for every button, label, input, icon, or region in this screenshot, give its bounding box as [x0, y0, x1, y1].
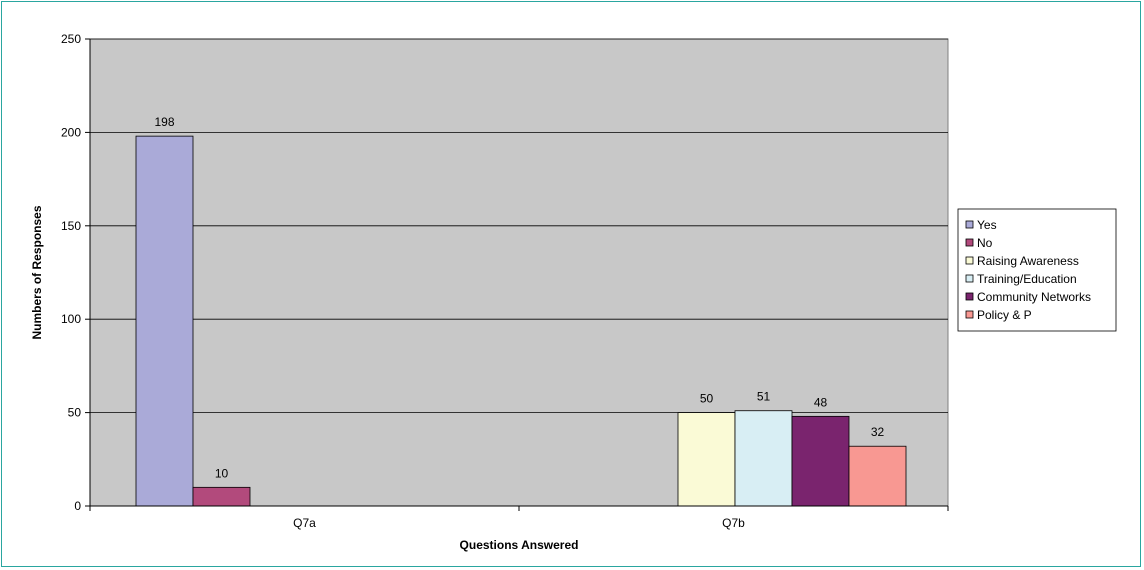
legend: Yes No Raising Awareness Training/Education… [957, 208, 1117, 332]
bars [135, 135, 907, 507]
gridlines [90, 38, 948, 414]
legend-box [957, 208, 1117, 332]
bar [791, 415, 850, 507]
tick-labels: 0 50 100 150 200 250 Q7a Q7b [61, 32, 745, 530]
data-label: 32 [871, 425, 885, 439]
axes [85, 38, 949, 511]
data-labels: 198 10 50 51 48 32 [154, 115, 884, 480]
legend-label: Community Networks [977, 290, 1091, 304]
bar [677, 412, 736, 507]
x-tick-label: Q7a [293, 516, 316, 530]
data-label: 51 [757, 390, 771, 404]
legend-label: Training/Education [977, 272, 1077, 286]
legend-label: Yes [977, 218, 997, 232]
legend-label: Raising Awareness [977, 254, 1079, 268]
legend-swatch [965, 256, 974, 265]
data-label: 10 [215, 466, 229, 480]
data-label: 198 [154, 115, 174, 129]
y-tick-label: 200 [61, 125, 81, 139]
legend-swatch [965, 274, 974, 283]
legend-swatch [965, 310, 974, 319]
bar [192, 486, 251, 507]
bar [734, 410, 793, 507]
y-tick-label: 50 [68, 406, 82, 420]
legend-label: No [977, 236, 993, 250]
y-tick-label: 100 [61, 312, 81, 326]
y-tick-label: 150 [61, 219, 81, 233]
bar [848, 445, 907, 507]
y-axis-title: Numbers of Responses [30, 205, 44, 339]
legend-swatch [965, 220, 974, 229]
data-label: 50 [700, 392, 714, 406]
legend-label: Policy & P [977, 308, 1032, 322]
data-label: 48 [814, 395, 828, 409]
y-tick-label: 0 [74, 499, 81, 513]
legend-swatch [965, 238, 974, 247]
x-axis-title: Questions Answered [460, 538, 579, 552]
x-tick-label: Q7b [722, 516, 745, 530]
legend-swatch [965, 292, 974, 301]
bar [135, 135, 194, 507]
y-tick-label: 250 [61, 32, 81, 46]
